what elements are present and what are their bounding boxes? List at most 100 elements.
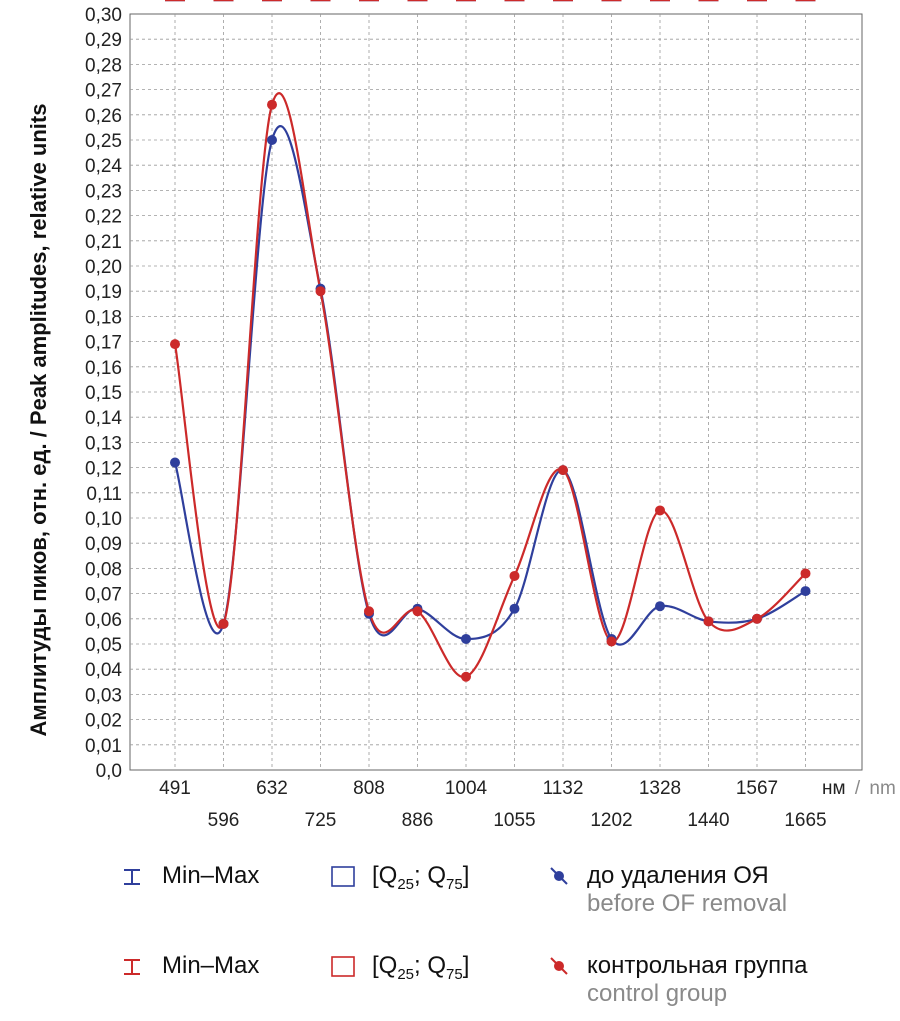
x-tick-label: 725 bbox=[305, 810, 337, 831]
legend-red-label: контрольная группа bbox=[587, 952, 808, 979]
y-tick-label: 0,28 bbox=[85, 55, 122, 76]
y-tick-label: 0,07 bbox=[85, 585, 122, 606]
median-marker bbox=[558, 465, 568, 476]
median-marker bbox=[509, 603, 520, 614]
box-group bbox=[650, 0, 670, 612]
legend-blue-label-en: before OF removal bbox=[587, 890, 788, 917]
y-tick-label: 0,23 bbox=[85, 181, 122, 202]
median-marker bbox=[412, 606, 423, 617]
y-tick-label: 0,08 bbox=[85, 559, 122, 580]
legend-quartile-red: [Q25; Q75] bbox=[328, 952, 469, 989]
legend-series-red: контрольная группа control group bbox=[543, 952, 807, 1008]
y-tick-label: 0,04 bbox=[85, 660, 122, 681]
median-marker bbox=[170, 339, 180, 350]
boxes-and-whiskers bbox=[165, 0, 816, 682]
smoothed-curves bbox=[173, 92, 807, 678]
x-tick-label: 1055 bbox=[493, 810, 535, 831]
median-marker bbox=[267, 135, 277, 145]
box-group bbox=[553, 0, 573, 476]
x-tick-label: 1567 bbox=[736, 778, 778, 799]
median-marker bbox=[461, 671, 471, 682]
y-tick-label: 0,30 bbox=[85, 5, 122, 26]
legend-minmax-label: Min–Max bbox=[162, 952, 260, 979]
legend-quartile-blue: [Q25; Q75] bbox=[328, 862, 469, 899]
median-marker bbox=[800, 568, 811, 579]
legend-minmax-blue: Min–Max bbox=[118, 862, 259, 890]
legend-series-blue: до удаления ОЯ before OF removal bbox=[543, 862, 787, 918]
median-marker bbox=[267, 99, 277, 110]
y-tick-label: 0,22 bbox=[85, 207, 122, 228]
y-tick-label: 0,0 bbox=[96, 761, 122, 782]
box-group bbox=[650, 0, 670, 516]
y-tick-label: 0,19 bbox=[85, 282, 122, 303]
x-tick-label: 1440 bbox=[687, 810, 729, 831]
box-group bbox=[504, 0, 525, 581]
box-group bbox=[407, 0, 428, 617]
box-group bbox=[165, 0, 185, 468]
whisker-icon bbox=[124, 869, 140, 885]
x-tick-label: 596 bbox=[208, 810, 240, 831]
median-marker bbox=[461, 633, 471, 644]
box-plot-chart: Амплитуды пиков, отн. ед. / Peak amplitu… bbox=[26, 0, 896, 831]
box-group bbox=[262, 0, 282, 110]
y-tick-label: 0,12 bbox=[85, 459, 122, 480]
y-tick-label: 0,24 bbox=[85, 156, 122, 177]
y-tick-label: 0,18 bbox=[85, 307, 122, 328]
x-axis-unit: нм / nm bbox=[822, 778, 896, 799]
legend-minmax-red: Min–Max bbox=[118, 952, 259, 980]
x-tick-label: 491 bbox=[159, 778, 191, 799]
box-group bbox=[359, 0, 379, 617]
box-group bbox=[456, 0, 476, 644]
whisker-icon bbox=[124, 959, 140, 975]
y-tick-label: 0,09 bbox=[85, 534, 122, 555]
y-tick-label: 0,21 bbox=[85, 232, 122, 253]
box-group bbox=[310, 0, 331, 297]
legend: Min–Max [Q25; Q75] до удаления ОЯ before… bbox=[118, 862, 898, 1012]
grid bbox=[129, 13, 863, 771]
y-tick-label: 0,16 bbox=[85, 358, 122, 379]
legend-red-label-en: control group bbox=[587, 980, 728, 1007]
legend-row-blue: Min–Max [Q25; Q75] до удаления ОЯ before… bbox=[118, 862, 898, 922]
box-group bbox=[795, 0, 816, 579]
box-group bbox=[601, 0, 622, 647]
median-marker bbox=[364, 606, 374, 617]
median-marker bbox=[509, 570, 520, 581]
legend-row-red: Min–Max [Q25; Q75] контрольная группа co… bbox=[118, 952, 898, 1012]
y-tick-label: 0,29 bbox=[85, 30, 122, 51]
y-tick-label: 0,02 bbox=[85, 711, 122, 732]
y-tick-labels: 0,0 0,01 0,02 0,03 0,04 0,05 0,06 0,07 0,08 0,09 0… bbox=[85, 5, 122, 782]
median-marker-icon bbox=[550, 957, 568, 975]
y-tick-label: 0,15 bbox=[85, 383, 122, 404]
y-tick-label: 0,25 bbox=[85, 131, 122, 152]
median-marker bbox=[752, 613, 762, 624]
y-tick-label: 0,03 bbox=[85, 685, 122, 706]
median-marker bbox=[170, 457, 180, 468]
box-group bbox=[213, 0, 234, 629]
series-curve bbox=[173, 92, 807, 678]
median-marker-icon bbox=[550, 867, 568, 885]
median-marker bbox=[655, 601, 665, 612]
box-group bbox=[456, 0, 476, 682]
median-marker bbox=[655, 505, 665, 516]
legend-quartile-label: [Q25; Q75] bbox=[372, 862, 470, 893]
median-marker bbox=[703, 616, 714, 627]
box-icon bbox=[331, 956, 355, 977]
median-marker bbox=[800, 586, 811, 597]
x-tick-label: 1202 bbox=[590, 810, 632, 831]
box-group bbox=[165, 0, 185, 350]
series-curve bbox=[173, 125, 807, 646]
median-marker bbox=[606, 636, 617, 647]
box-group bbox=[262, 0, 282, 145]
legend-minmax-label: Min–Max bbox=[162, 862, 260, 889]
box-group bbox=[504, 0, 525, 614]
x-tick-label: 808 bbox=[353, 778, 385, 799]
y-tick-label: 0,13 bbox=[85, 433, 122, 454]
y-axis-label: Амплитуды пиков, отн. ед. / Peak amplitu… bbox=[26, 104, 51, 737]
y-tick-label: 0,05 bbox=[85, 635, 122, 656]
x-tick-label: 1665 bbox=[784, 810, 826, 831]
y-tick-label: 0,01 bbox=[85, 736, 122, 757]
median-marker bbox=[218, 618, 229, 629]
y-tick-label: 0,10 bbox=[85, 509, 122, 530]
legend-quartile-label: [Q25; Q75] bbox=[372, 952, 470, 983]
